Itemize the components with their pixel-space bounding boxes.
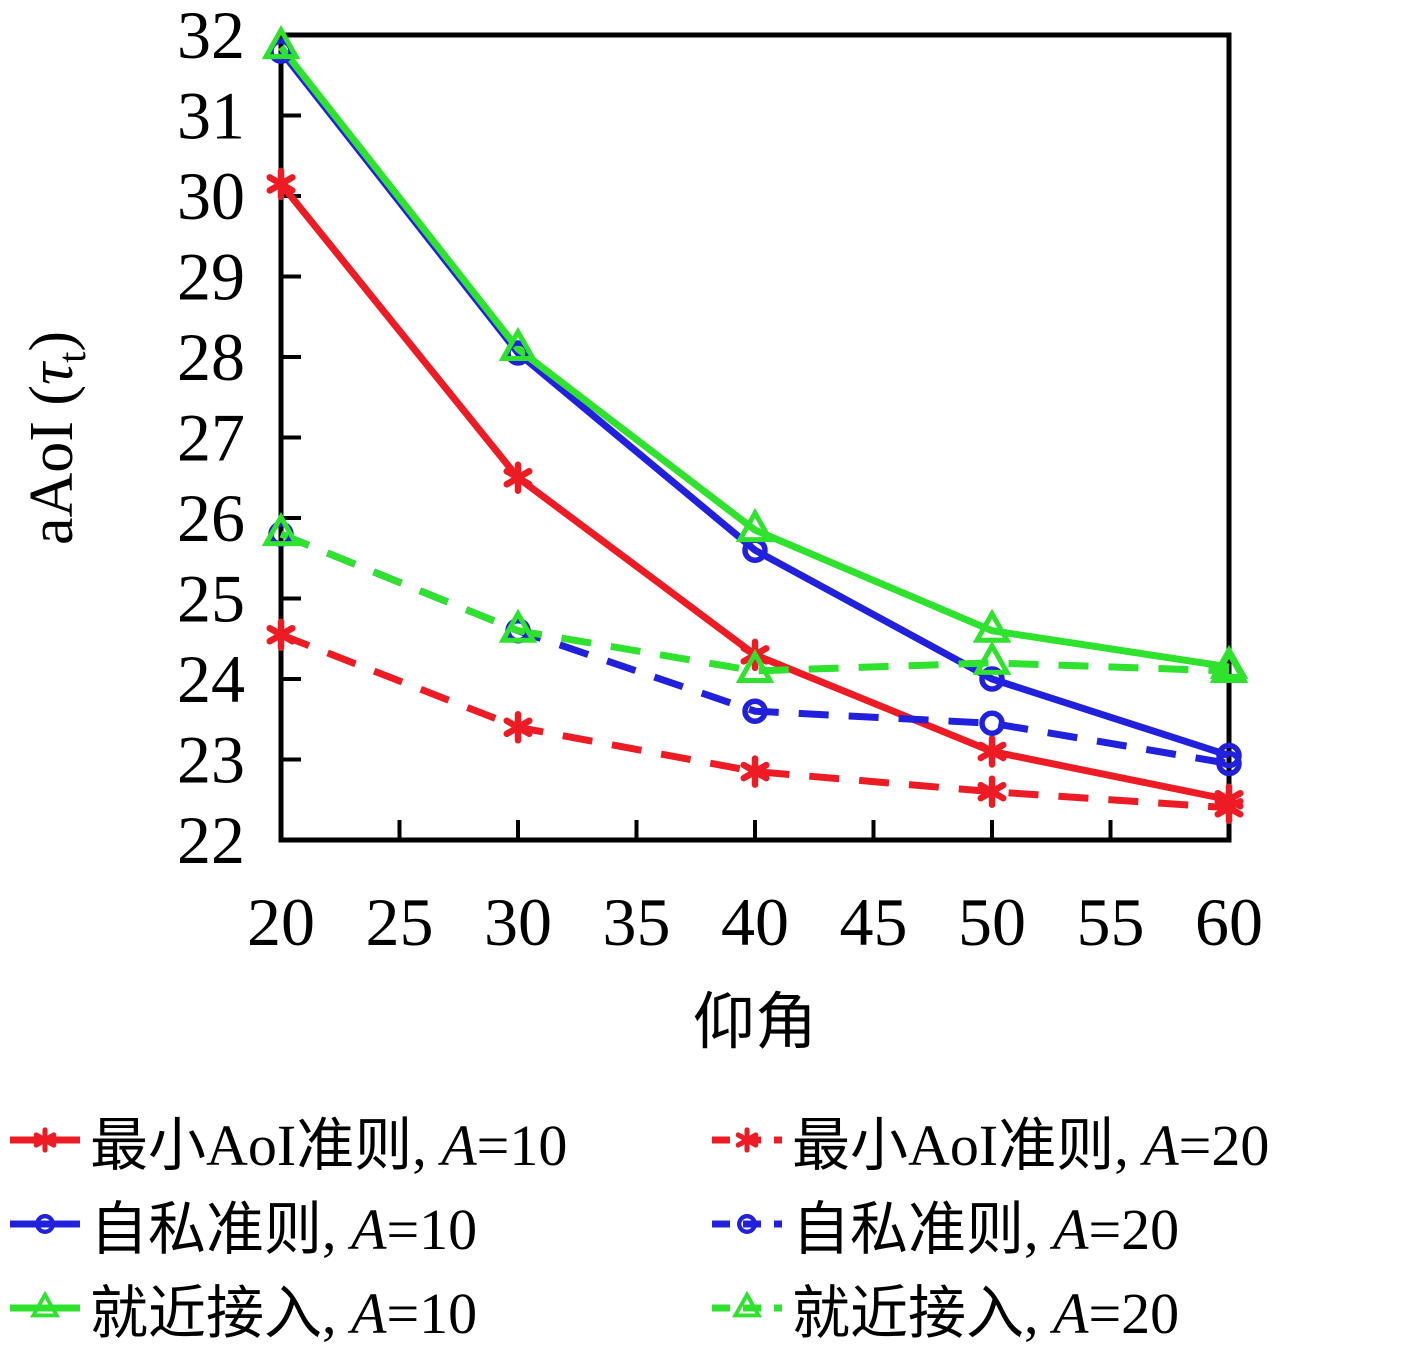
y-tick-label: 24 (177, 641, 245, 717)
legend-label-name: 最小AoI准则, (90, 1113, 442, 1178)
legend-label-param-var: A (1053, 1281, 1089, 1346)
legend-label-param-value: =20 (1088, 1197, 1180, 1262)
circle-marker (35, 1214, 55, 1234)
legend-label-param-value: =10 (476, 1113, 568, 1178)
legend-label: 自私准则, A=10 (90, 1182, 477, 1266)
asterisk-marker (735, 1127, 759, 1153)
x-tick-label: 50 (958, 884, 1026, 960)
y-axis-title-close: ) (18, 331, 86, 352)
asterisk-marker (266, 167, 296, 201)
legend-label-param-value: =20 (1178, 1113, 1270, 1178)
legend-label-param-var: A (441, 1113, 477, 1178)
asterisk-marker (503, 711, 533, 744)
plot-border (278, 32, 1232, 843)
triangle-marker (735, 648, 775, 683)
y-tick-label: 29 (177, 239, 245, 315)
x-tick-label: 45 (840, 884, 908, 960)
triangle-marker (261, 24, 301, 60)
y-tick-label: 25 (177, 561, 245, 637)
legend-label: 最小AoI准则, A=10 (90, 1098, 567, 1182)
legend-item-3: 自私准则, A=20 (710, 1182, 1269, 1266)
legend-label-param-var: A (351, 1281, 387, 1346)
x-tick-label: 40 (721, 884, 789, 960)
y-tick-label: 22 (177, 802, 245, 878)
triangle-marker (29, 1290, 61, 1318)
chart-legend: 最小AoI准则, A=10 最小AoI准则, A=20 自私准则, A=10 自私准则… (8, 1098, 1269, 1350)
triangle-marker (498, 608, 538, 643)
legend-line-sample (10, 1214, 80, 1234)
legend-label: 就近接入, A=10 (90, 1266, 477, 1350)
triangle-marker (498, 326, 538, 361)
asterisk-marker (1214, 791, 1244, 825)
triangle-marker (731, 1290, 763, 1318)
y-axis-title-text: aAoI ( (18, 385, 86, 545)
y-tick-label: 32 (177, 0, 245, 73)
triangle-marker (1209, 648, 1249, 683)
triangle-marker (972, 640, 1012, 675)
asterisk-marker (977, 735, 1007, 768)
legend-item-4: 就近接入, A=10 (8, 1266, 710, 1350)
y-axis-title: aAoI (τt) (18, 331, 94, 545)
circle-marker (737, 1214, 757, 1234)
series-line-5 (279, 530, 1230, 675)
legend-line-sample (10, 1290, 80, 1318)
legend-label-name: 最小AoI准则, (792, 1113, 1144, 1178)
circle-marker (742, 698, 768, 724)
legend-label-param-value: =10 (386, 1281, 478, 1346)
legend-label-param-var: A (1143, 1113, 1179, 1178)
series-line-4 (278, 44, 1230, 671)
legend-label: 自私准则, A=20 (792, 1182, 1179, 1266)
circle-marker (979, 666, 1005, 692)
legend-label-name: 自私准则, (90, 1197, 352, 1262)
legend-label-name: 自私准则, (792, 1197, 1054, 1262)
tau-symbol: τ (18, 360, 86, 385)
x-tick-label: 25 (366, 884, 434, 960)
legend-line-sample (712, 1290, 782, 1318)
svg-text:aAoI (τt): aAoI (τt) (18, 331, 94, 545)
circle-marker (1216, 750, 1242, 777)
legend-line-sample (712, 1214, 782, 1234)
triangle-marker (735, 507, 775, 543)
x-tick-label: 20 (247, 884, 315, 960)
y-tick-label: 27 (177, 400, 245, 476)
asterisk-marker (33, 1127, 57, 1153)
legend-label-param-var: A (1053, 1197, 1089, 1262)
legend-label-name: 就近接入, (792, 1281, 1054, 1346)
asterisk-marker (266, 618, 296, 651)
y-tick-label: 28 (177, 319, 245, 395)
legend-item-1: 最小AoI准则, A=20 (710, 1098, 1269, 1182)
x-axis-title: 仰角 (693, 989, 817, 1057)
x-tick-label: 60 (1195, 884, 1263, 960)
legend-line-sample (712, 1127, 782, 1153)
legend-label: 最小AoI准则, A=20 (792, 1098, 1269, 1182)
y-tick-label: 23 (177, 722, 245, 798)
legend-label-param-value: =20 (1088, 1281, 1180, 1346)
x-tick-label: 35 (603, 884, 671, 960)
y-tick-label: 30 (177, 158, 245, 234)
series-line-1 (279, 631, 1230, 812)
tau-subscript: t (49, 352, 94, 363)
legend-line-sample (10, 1127, 80, 1153)
asterisk-marker (740, 755, 770, 788)
circle-marker (1216, 742, 1242, 769)
legend-item-0: 最小AoI准则, A=10 (8, 1098, 710, 1182)
x-tick-label: 55 (1077, 884, 1145, 960)
asterisk-marker (977, 775, 1007, 808)
triangle-marker (261, 512, 301, 547)
y-tick-label: 31 (177, 78, 245, 154)
legend-label-param-var: A (351, 1197, 387, 1262)
legend-label: 就近接入, A=20 (792, 1266, 1179, 1350)
legend-label-param-value: =10 (386, 1197, 478, 1262)
y-tick-label: 26 (177, 480, 245, 556)
circle-marker (979, 710, 1005, 737)
triangle-marker (972, 608, 1012, 643)
legend-item-5: 就近接入, A=20 (710, 1266, 1269, 1350)
asterisk-marker (503, 461, 533, 494)
legend-item-2: 自私准则, A=10 (8, 1182, 710, 1266)
legend-label-name: 就近接入, (90, 1281, 352, 1346)
x-tick-label: 30 (484, 884, 552, 960)
